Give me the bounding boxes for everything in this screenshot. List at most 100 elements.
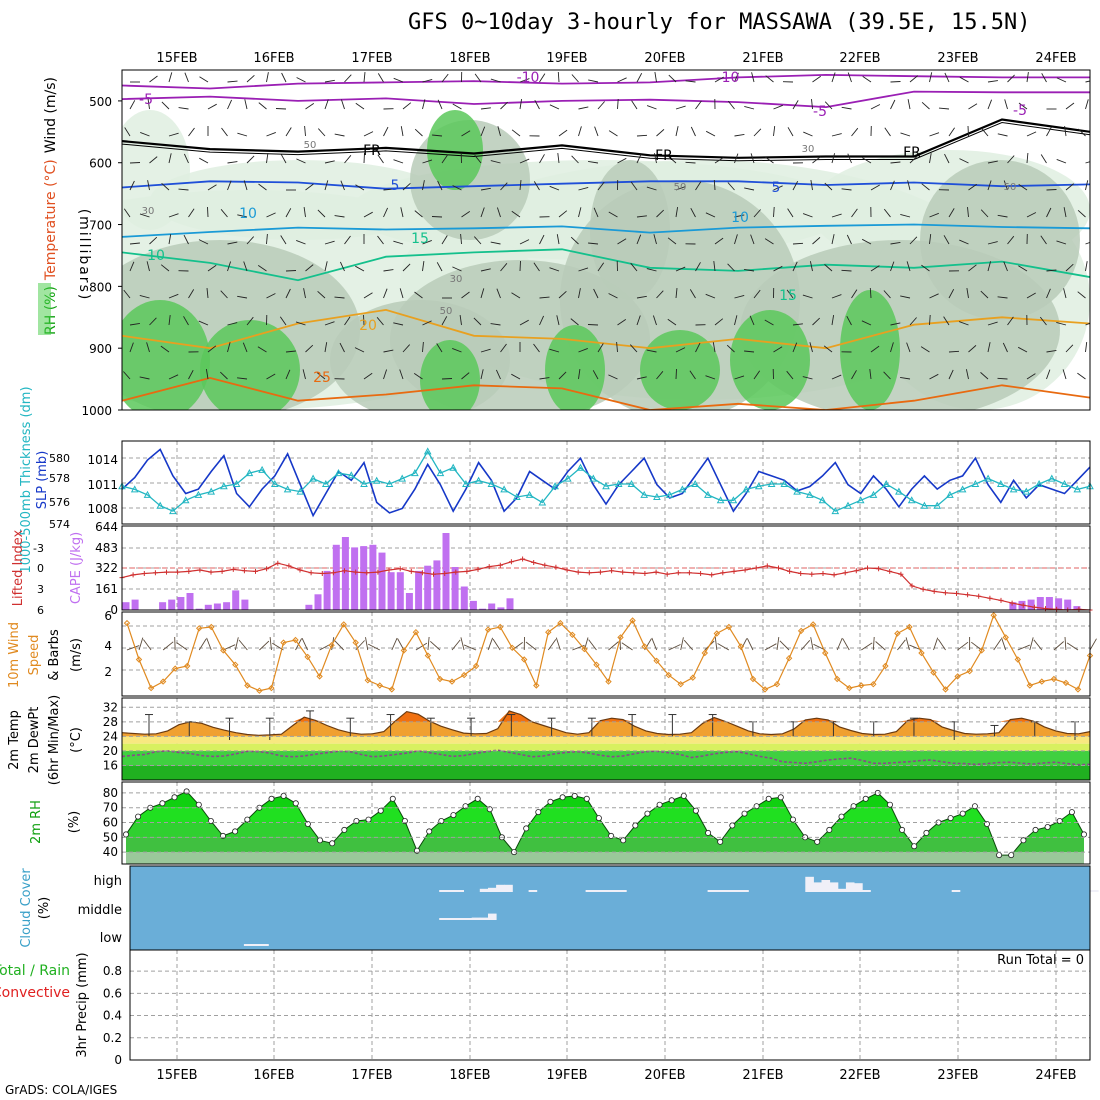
wind-speed-marker	[364, 677, 372, 684]
wind-barb	[1064, 126, 1067, 137]
wind-axis-label: Speed	[27, 635, 42, 676]
wind-speed-marker	[171, 665, 179, 672]
wind-barb	[872, 636, 875, 651]
wind-speed-marker	[424, 652, 432, 659]
wind-barb	[539, 73, 546, 83]
wind-barb	[1085, 99, 1089, 110]
wind-barb	[123, 371, 131, 380]
wind-barb	[861, 238, 872, 245]
thickness-marker	[321, 479, 330, 487]
thickness-marker	[385, 479, 394, 487]
wind-barb	[219, 371, 228, 380]
thickness-marker	[551, 482, 559, 490]
wind-speed-marker	[400, 647, 408, 654]
thickness-marker	[487, 479, 496, 487]
cape-bar	[159, 602, 167, 610]
contour-label: 15	[779, 288, 797, 304]
wind-barb	[519, 78, 530, 83]
wind-barb	[149, 75, 158, 83]
wind-barb	[383, 207, 389, 218]
rh-marker	[996, 852, 1003, 859]
wind-barb	[968, 183, 977, 191]
panel-frame	[129, 949, 1091, 1061]
wind-barb	[205, 369, 209, 380]
wind-barb	[1026, 292, 1036, 299]
wind-speed-marker	[1038, 678, 1046, 685]
thickness-marker	[805, 490, 814, 498]
wind-speed-marker	[761, 686, 769, 693]
wind-barb	[1017, 644, 1030, 651]
lifted-marker	[353, 569, 359, 575]
cloud-high-bar	[447, 890, 456, 892]
wind-barb	[987, 180, 992, 191]
wind-speed-marker	[785, 654, 793, 662]
wind-barb	[393, 240, 404, 245]
wind-barb	[176, 642, 188, 651]
wind-barb	[365, 637, 369, 651]
isotherm--5	[122, 90, 1090, 109]
wind-barb	[987, 80, 998, 83]
lifted-marker	[809, 571, 815, 577]
wind-barb	[792, 242, 804, 245]
wind-barb	[1004, 99, 1008, 110]
wind-barb	[184, 72, 189, 83]
wind-barb	[812, 156, 821, 164]
wind-barb	[636, 295, 647, 299]
rh-marker	[717, 838, 724, 845]
wind-barb	[461, 130, 471, 137]
footer-credit: GrADS: COLA/IGES	[5, 1083, 118, 1097]
wind-barb	[149, 317, 157, 326]
lifted-marker	[197, 567, 203, 573]
wind-barb	[324, 321, 335, 326]
wind-barb	[383, 369, 388, 380]
wind-barb	[578, 347, 588, 353]
wind-barb	[636, 134, 648, 137]
wind-barb	[847, 72, 852, 83]
rh-marker	[632, 822, 639, 829]
wind-barb	[1026, 131, 1037, 137]
wind-barb	[570, 318, 579, 326]
wind-barb	[317, 128, 326, 137]
wind-barb	[786, 370, 794, 380]
wind-barb	[168, 374, 179, 380]
wind-barb	[933, 637, 939, 651]
wind-barb	[1085, 261, 1088, 272]
precip-y-tick: 0.2	[103, 1031, 122, 1045]
wind-barb	[987, 342, 991, 353]
lifted-marker	[865, 565, 870, 571]
temp-hot-area	[122, 710, 1090, 722]
wind-speed-marker	[557, 619, 564, 627]
slp-y-tick: 644	[95, 520, 118, 534]
wind-barb	[1046, 288, 1051, 299]
cape-bar	[241, 599, 249, 610]
bottom-x-tick-label: 18FEB	[449, 1068, 490, 1083]
thickness-marker	[895, 487, 903, 495]
wind-barb	[198, 638, 207, 651]
rh-marker	[547, 798, 554, 805]
rh-marker	[1032, 826, 1039, 833]
wind-barb	[980, 372, 989, 380]
wind-barb	[227, 161, 238, 164]
wind-barb	[705, 375, 716, 380]
top-x-tick-label: 16FEB	[253, 51, 294, 66]
wind-barb	[617, 98, 619, 110]
wind-barb	[1063, 288, 1067, 299]
wind-barb	[549, 185, 560, 191]
wind-barb	[869, 369, 872, 380]
wind-barb	[257, 346, 267, 353]
top-x-tick-label: 23FEB	[937, 51, 978, 66]
wind-barb	[958, 321, 969, 326]
wind-10m-panel	[122, 612, 1097, 694]
wind-speed-marker	[846, 684, 853, 692]
lifted-marker	[720, 570, 726, 576]
wind-barb	[987, 261, 992, 272]
wind-barb	[303, 288, 306, 299]
wind-barb	[751, 72, 755, 83]
wind-barb	[689, 370, 696, 380]
wind-barb	[870, 184, 880, 191]
lifted-marker	[141, 571, 147, 576]
wind-barb	[831, 315, 835, 326]
lifted-marker	[853, 568, 859, 574]
wind-barb	[629, 344, 638, 353]
wind-barb	[160, 264, 170, 272]
